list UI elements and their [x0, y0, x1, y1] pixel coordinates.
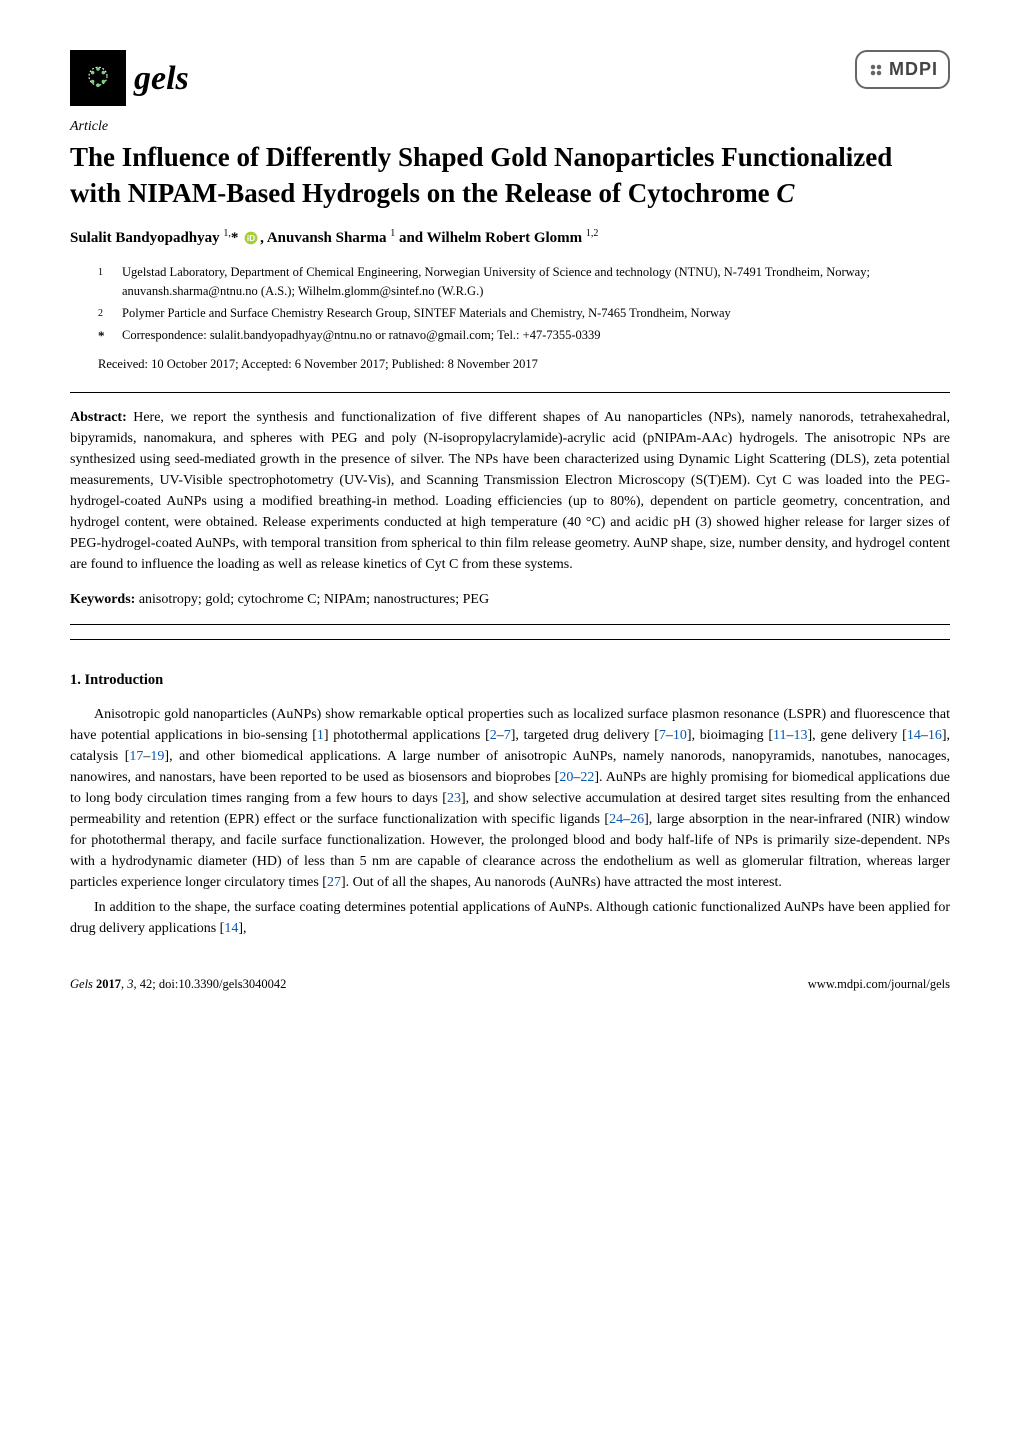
publisher-icon [867, 61, 885, 79]
body-paragraph: In addition to the shape, the surface co… [70, 897, 950, 939]
affiliation-row: 2 Polymer Particle and Surface Chemistry… [98, 304, 950, 322]
abstract-paragraph: Abstract: Here, we report the synthesis … [70, 407, 950, 575]
article-type: Article [70, 116, 950, 137]
affiliation-row: 1 Ugelstad Laboratory, Department of Che… [98, 263, 950, 299]
keywords-block: Keywords: anisotropy; gold; cytochrome C… [70, 589, 950, 625]
section-heading: 1. Introduction [70, 670, 950, 692]
authors-line: Sulalit Bandyopadhyay 1,* iD, Anuvansh S… [70, 226, 950, 250]
journal-name: gels [134, 53, 189, 104]
affiliation-number: 2 [98, 304, 122, 322]
affiliations-block: 1 Ugelstad Laboratory, Department of Che… [98, 263, 950, 345]
journal-logo: gels [70, 50, 189, 106]
keywords-label: Keywords: [70, 592, 135, 607]
correspondence-row: * Correspondence: sulalit.bandyopadhyay@… [98, 326, 950, 346]
affiliation-text: Polymer Particle and Surface Chemistry R… [122, 304, 950, 322]
keywords-body: anisotropy; gold; cytochrome C; NIPAm; n… [135, 592, 489, 607]
abstract-body: Here, we report the synthesis and functi… [70, 410, 950, 572]
correspondence-text: Correspondence: sulalit.bandyopadhyay@nt… [122, 326, 950, 346]
affiliation-text: Ugelstad Laboratory, Department of Chemi… [122, 263, 950, 299]
correspondence-marker: * [98, 326, 122, 346]
publication-dates: Received: 10 October 2017; Accepted: 6 N… [98, 355, 950, 374]
page-footer: Gels 2017, 3, 42; doi:10.3390/gels304004… [70, 975, 950, 994]
affiliation-number: 1 [98, 263, 122, 299]
publisher-logo: MDPI [855, 50, 950, 89]
footer-citation: Gels 2017, 3, 42; doi:10.3390/gels304004… [70, 975, 286, 994]
page-header: gels MDPI [70, 50, 950, 106]
article-title: The Influence of Differently Shaped Gold… [70, 139, 950, 212]
abstract-label: Abstract: [70, 410, 127, 425]
abstract-block: Abstract: Here, we report the synthesis … [70, 392, 950, 640]
body-paragraph: Anisotropic gold nanoparticles (AuNPs) s… [70, 704, 950, 893]
journal-logo-icon [70, 50, 126, 106]
publisher-name: MDPI [889, 56, 938, 83]
keywords-paragraph: Keywords: anisotropy; gold; cytochrome C… [70, 589, 950, 610]
svg-text:iD: iD [247, 234, 255, 243]
footer-journal-url: www.mdpi.com/journal/gels [808, 975, 950, 994]
